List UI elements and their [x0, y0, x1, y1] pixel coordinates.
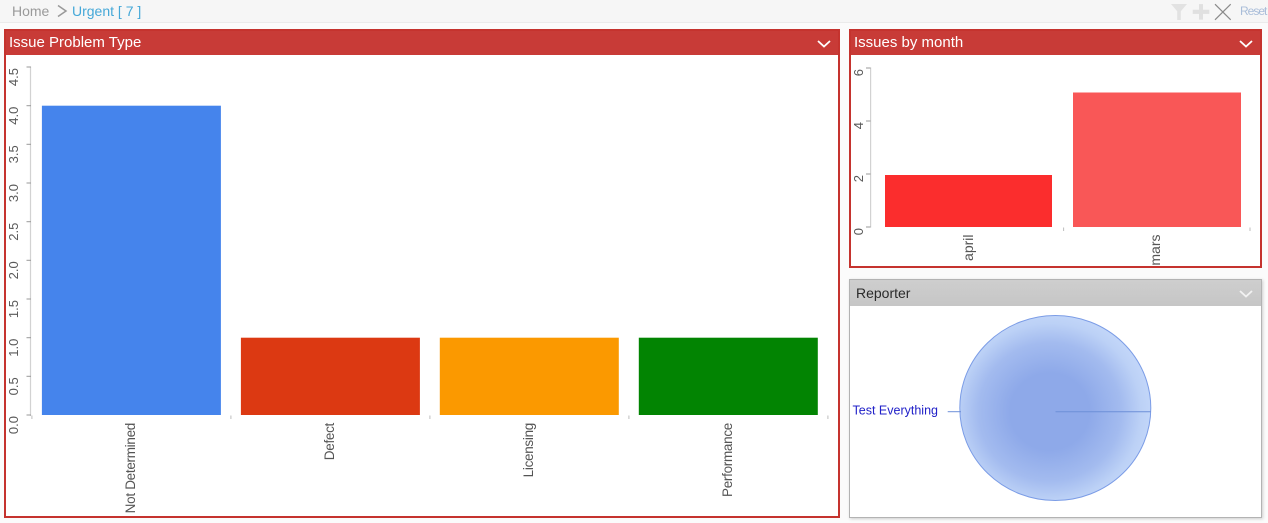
svg-text:mars: mars — [1147, 235, 1163, 266]
svg-text:Licensing: Licensing — [521, 423, 536, 477]
svg-text:Performance: Performance — [720, 423, 735, 497]
svg-text:4.5: 4.5 — [6, 68, 21, 86]
svg-text:1.0: 1.0 — [6, 339, 21, 357]
svg-text:4: 4 — [851, 122, 866, 129]
svg-text:0: 0 — [851, 228, 866, 235]
svg-text:Defect: Defect — [322, 422, 337, 460]
svg-text:Test Everything: Test Everything — [853, 404, 939, 418]
svg-text:6: 6 — [851, 69, 866, 76]
svg-text:3.0: 3.0 — [6, 184, 21, 202]
svg-text:0.0: 0.0 — [6, 416, 21, 434]
svg-text:2: 2 — [851, 175, 866, 182]
svg-text:1.5: 1.5 — [6, 300, 21, 318]
svg-text:2.5: 2.5 — [6, 223, 21, 241]
svg-text:Not Determined: Not Determined — [123, 423, 138, 513]
svg-text:april: april — [960, 235, 976, 261]
svg-text:3.5: 3.5 — [6, 145, 21, 163]
svg-text:2.0: 2.0 — [6, 261, 21, 279]
svg-text:4.0: 4.0 — [6, 107, 21, 125]
svg-text:0.5: 0.5 — [6, 377, 21, 395]
